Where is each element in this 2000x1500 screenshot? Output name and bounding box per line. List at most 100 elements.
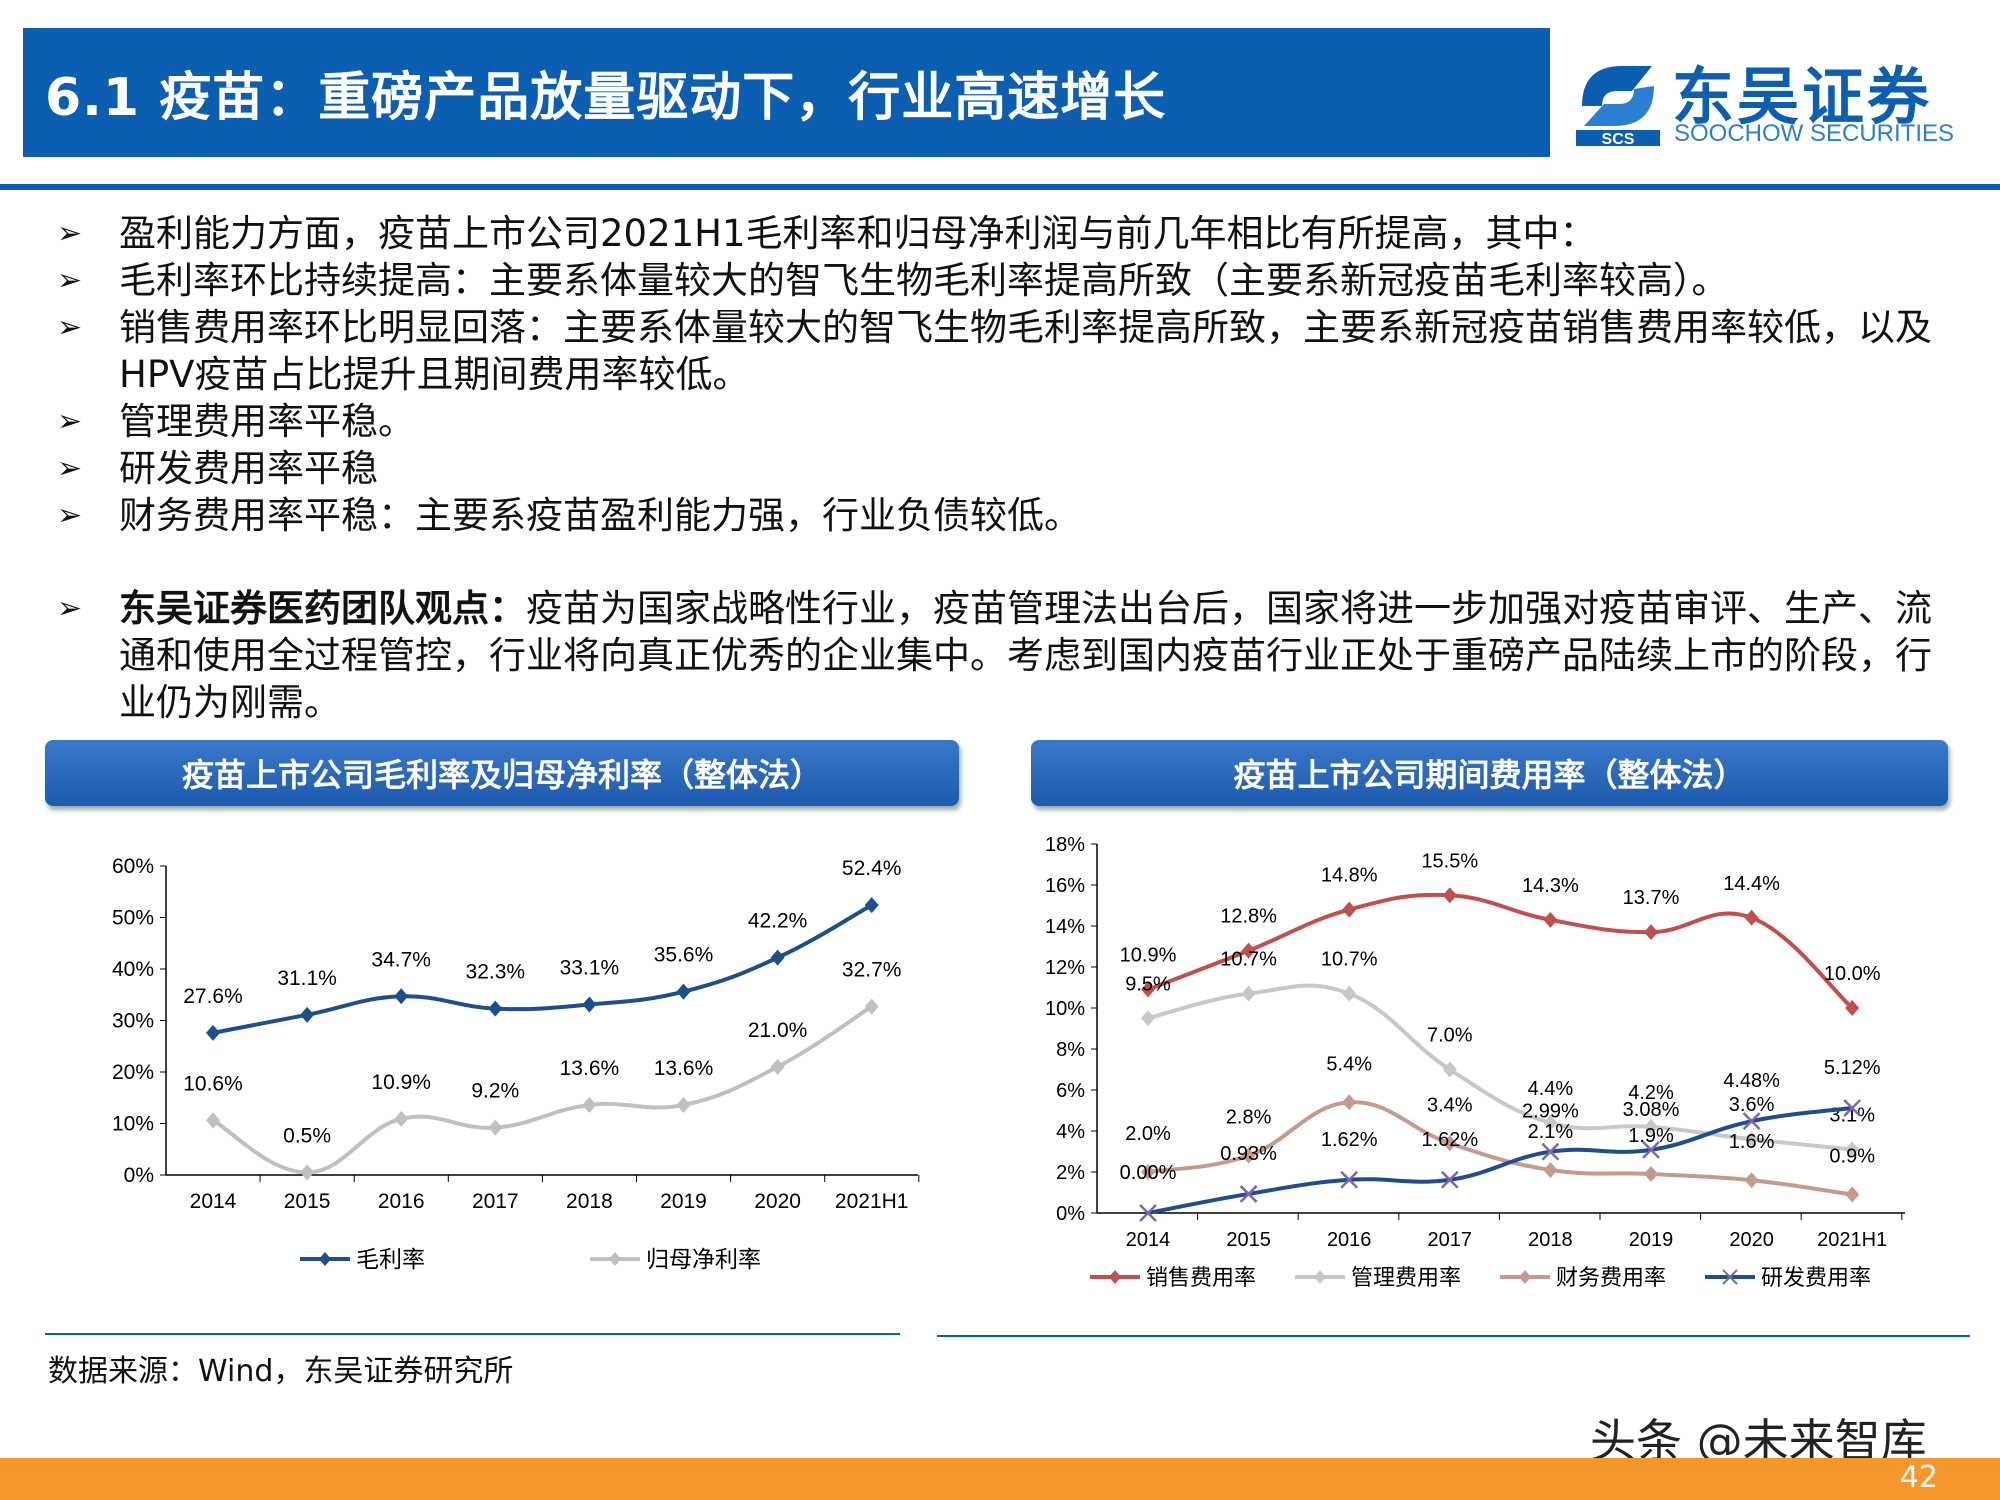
- data-label: 2.8%: [1226, 1107, 1272, 1129]
- data-point: [1644, 1166, 1658, 1183]
- data-label: 0.5%: [283, 1124, 331, 1147]
- data-label: 3.08%: [1623, 1099, 1680, 1121]
- data-label: 14.8%: [1321, 865, 1378, 887]
- svg-text:SCS: SCS: [1602, 131, 1635, 148]
- soochow-logo: SCS 东吴证券 SOOCHOW SECURITIES: [1572, 52, 1972, 152]
- data-point: [206, 1024, 220, 1041]
- y-tick-label: 10%: [112, 1113, 154, 1136]
- series-line-归母净利率: [211, 1004, 873, 1175]
- divider-left: [45, 1333, 900, 1335]
- data-point: [1845, 1186, 1860, 1203]
- data-point: [1543, 1114, 1558, 1131]
- data-label: 10.6%: [183, 1072, 243, 1095]
- data-point: [1644, 924, 1658, 941]
- arrow-bullet-icon: ➢: [57, 216, 83, 251]
- data-label: 1.9%: [1628, 1125, 1674, 1147]
- header-divider: [0, 184, 2000, 190]
- data-point: [770, 1058, 785, 1075]
- data-point: [1342, 901, 1357, 918]
- y-tick-label: 50%: [112, 907, 154, 930]
- data-point: [1744, 1172, 1759, 1189]
- data-label: 3.4%: [1427, 1094, 1473, 1116]
- viewpoint-label: 东吴证券医药团队观点：: [119, 587, 526, 630]
- data-point-x: [1541, 1142, 1560, 1161]
- data-label: 5.4%: [1326, 1053, 1372, 1075]
- y-tick-label: 14%: [1045, 916, 1085, 938]
- page-number: 42: [1899, 1460, 1938, 1495]
- bullet-item: ➢ 销售费用率环比明显回落：主要系体量较大的智飞生物毛利率提高所致，主要系新冠疫苗…: [57, 306, 1932, 396]
- series-line-毛利率: [212, 903, 873, 1035]
- data-point-x: [1139, 1204, 1157, 1222]
- series-line-销售费用率: [1147, 892, 1854, 1010]
- y-tick-label: 6%: [1056, 1080, 1085, 1102]
- data-label: 32.3%: [466, 961, 526, 984]
- x-tick-label: 2020: [1729, 1229, 1774, 1251]
- y-tick-label: 18%: [1045, 834, 1085, 856]
- legend-marker: [609, 1252, 621, 1266]
- data-label: 0.9%: [1829, 1146, 1875, 1168]
- data-point: [1342, 1094, 1357, 1111]
- x-tick-label: 2015: [284, 1190, 331, 1213]
- data-point: [1241, 985, 1256, 1002]
- data-point: [1141, 981, 1155, 998]
- data-label: 31.1%: [277, 967, 337, 990]
- x-tick-label: 2018: [1528, 1229, 1573, 1251]
- y-tick-label: 10%: [1045, 998, 1085, 1020]
- data-label: 3.6%: [1729, 1094, 1775, 1116]
- data-point: [1543, 1161, 1558, 1178]
- data-label: 10.7%: [1220, 949, 1277, 971]
- y-tick-label: 4%: [1056, 1121, 1085, 1143]
- bullet-item: ➢ 毛利率环比持续提高：主要系体量较大的智飞生物毛利率提高所致（主要系新冠疫苗毛利…: [57, 259, 1729, 302]
- data-label: 10.0%: [1824, 963, 1881, 985]
- data-point: [1241, 942, 1256, 959]
- data-label: 27.6%: [183, 985, 243, 1008]
- data-point: [864, 897, 879, 914]
- data-label: 13.6%: [560, 1057, 620, 1080]
- data-label: 4.48%: [1723, 1070, 1780, 1092]
- y-tick-label: 0%: [124, 1164, 154, 1187]
- data-label: 33.1%: [560, 957, 620, 980]
- data-point: [1744, 1131, 1759, 1148]
- legend-label: 管理费用率: [1351, 1265, 1461, 1290]
- data-label: 52.4%: [842, 857, 902, 880]
- data-point: [582, 996, 597, 1013]
- arrow-bullet-icon: ➢: [57, 498, 83, 533]
- y-tick-label: 16%: [1045, 875, 1085, 897]
- data-point: [1141, 1010, 1155, 1027]
- data-point: [206, 1112, 220, 1129]
- divider-right: [937, 1335, 1970, 1337]
- data-point: [770, 949, 785, 966]
- data-point: [300, 1006, 315, 1023]
- footer-bar: [0, 1458, 2000, 1500]
- data-label: 10.9%: [1120, 945, 1177, 967]
- y-tick-label: 40%: [112, 958, 154, 981]
- x-tick-label: 2015: [1226, 1229, 1271, 1251]
- data-label: 1.62%: [1421, 1129, 1478, 1151]
- legend-marker-x: [1722, 1269, 1738, 1285]
- data-point: [300, 1164, 315, 1181]
- bullet-item: ➢ 管理费用率平稳。: [57, 400, 415, 443]
- legend-marker: [1314, 1270, 1326, 1284]
- data-label: 32.7%: [842, 959, 902, 982]
- legend-marker: [1109, 1270, 1121, 1284]
- data-point-x: [1642, 1140, 1660, 1159]
- data-point: [394, 988, 409, 1005]
- x-tick-label: 2020: [754, 1190, 801, 1213]
- data-point: [1141, 1164, 1155, 1180]
- data-label: 3.1%: [1829, 1104, 1875, 1126]
- legend-label: 研发费用率: [1761, 1265, 1871, 1290]
- x-tick-label: 2016: [1327, 1229, 1372, 1251]
- legend-label: 归母净利率: [646, 1246, 761, 1272]
- data-label: 42.2%: [748, 910, 808, 933]
- legend-marker: [319, 1252, 331, 1266]
- data-label: 4.2%: [1628, 1082, 1674, 1104]
- data-point: [1744, 909, 1759, 926]
- data-point: [864, 998, 879, 1015]
- data-label: 9.2%: [471, 1080, 519, 1103]
- x-tick-label: 2021H1: [1817, 1229, 1887, 1251]
- legend-label: 毛利率: [356, 1246, 425, 1272]
- x-tick-label: 2021H1: [835, 1190, 909, 1213]
- legend-label: 销售费用率: [1146, 1265, 1256, 1290]
- data-label: 0.00%: [1120, 1162, 1177, 1184]
- y-tick-label: 60%: [112, 855, 154, 878]
